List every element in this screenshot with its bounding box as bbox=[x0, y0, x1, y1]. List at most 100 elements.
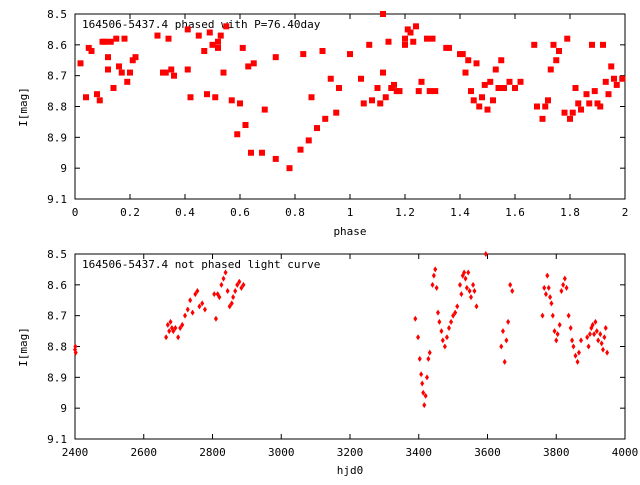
data-point bbox=[347, 51, 353, 58]
y-tick-label: 8.6 bbox=[47, 279, 67, 292]
data-point bbox=[433, 266, 438, 273]
x-tick-label: 0.2 bbox=[120, 206, 140, 219]
data-point bbox=[233, 288, 238, 294]
data-point bbox=[594, 100, 601, 107]
data-point bbox=[180, 321, 185, 328]
y-tick-label: 8.5 bbox=[47, 8, 67, 21]
data-point bbox=[195, 32, 202, 39]
y-tick-label: 8.7 bbox=[47, 70, 67, 83]
x-tick-label: 2400 bbox=[62, 446, 89, 459]
data-point bbox=[73, 349, 78, 356]
data-point bbox=[212, 291, 217, 298]
data-point bbox=[300, 51, 307, 58]
data-point bbox=[228, 97, 235, 104]
data-point bbox=[613, 81, 620, 88]
data-point bbox=[446, 44, 452, 51]
data-point bbox=[451, 312, 456, 319]
data-point bbox=[587, 331, 592, 338]
data-point bbox=[601, 346, 605, 353]
data-point bbox=[162, 69, 169, 76]
data-point bbox=[429, 35, 436, 42]
data-point bbox=[223, 269, 228, 276]
data-point bbox=[385, 38, 392, 45]
data-point bbox=[571, 343, 576, 350]
data-point bbox=[83, 94, 89, 101]
data-point bbox=[184, 26, 191, 33]
data-point bbox=[462, 69, 469, 76]
data-point bbox=[391, 81, 397, 88]
data-point bbox=[173, 325, 178, 331]
data-point bbox=[502, 358, 507, 365]
data-point bbox=[542, 103, 549, 110]
data-point bbox=[436, 309, 440, 316]
data-point bbox=[425, 374, 429, 381]
data-point bbox=[220, 69, 227, 76]
data-point bbox=[591, 88, 598, 95]
x-axis-label: hjd0 bbox=[337, 464, 364, 477]
data-point bbox=[431, 272, 436, 279]
data-point bbox=[579, 337, 583, 344]
data-point bbox=[499, 343, 504, 350]
data-point bbox=[178, 325, 183, 331]
data-point bbox=[464, 284, 469, 291]
data-point bbox=[504, 337, 509, 344]
data-point bbox=[407, 29, 414, 36]
y-tick-label: 8.9 bbox=[47, 131, 67, 144]
data-point bbox=[193, 291, 198, 298]
data-point bbox=[154, 32, 161, 39]
data-point bbox=[423, 392, 428, 399]
data-point bbox=[596, 337, 601, 344]
data-point bbox=[568, 325, 573, 331]
data-point bbox=[561, 281, 566, 288]
data-point bbox=[546, 284, 551, 291]
data-point bbox=[229, 300, 234, 307]
data-point bbox=[404, 26, 411, 33]
x-tick-label: 2800 bbox=[199, 446, 226, 459]
data-point bbox=[566, 312, 571, 319]
data-point bbox=[237, 278, 242, 285]
data-point bbox=[439, 328, 444, 335]
data-point bbox=[164, 334, 169, 341]
data-point bbox=[231, 294, 236, 301]
x-axis-label: phase bbox=[333, 225, 366, 238]
data-point bbox=[576, 349, 581, 356]
data-point bbox=[549, 300, 554, 307]
data-point bbox=[272, 54, 279, 61]
data-points bbox=[73, 251, 610, 409]
data-point bbox=[190, 309, 195, 316]
data-point bbox=[611, 75, 617, 82]
data-point bbox=[413, 23, 419, 30]
y-tick-label: 8.9 bbox=[47, 371, 67, 384]
data-point bbox=[426, 88, 433, 95]
data-point bbox=[562, 275, 567, 282]
data-point bbox=[474, 303, 479, 310]
data-point bbox=[250, 60, 257, 67]
y-tick-label: 8.6 bbox=[47, 39, 67, 52]
data-point bbox=[239, 284, 244, 291]
data-point bbox=[416, 334, 421, 341]
data-point bbox=[465, 57, 472, 64]
data-point bbox=[374, 85, 381, 91]
data-point bbox=[458, 281, 462, 288]
x-tick-label: 3000 bbox=[268, 446, 295, 459]
data-point bbox=[167, 328, 172, 335]
unphased-light-curve-panel: 164506-5437.4 not phased light curve hjd… bbox=[17, 248, 638, 477]
data-point bbox=[336, 85, 342, 91]
data-point bbox=[472, 288, 477, 294]
data-point bbox=[555, 331, 560, 338]
data-point bbox=[557, 321, 562, 328]
data-point bbox=[534, 103, 540, 110]
data-point bbox=[380, 69, 386, 76]
data-point bbox=[561, 109, 568, 116]
data-point bbox=[545, 97, 551, 104]
data-point bbox=[73, 343, 78, 350]
data-point bbox=[382, 94, 389, 101]
data-point bbox=[202, 306, 207, 313]
chart-title: 164506-5437.4 phased with P=76.40day bbox=[82, 18, 321, 31]
x-tick-label: 1.2 bbox=[395, 206, 415, 219]
data-point bbox=[127, 69, 133, 76]
y-tick-label: 9 bbox=[60, 162, 67, 175]
data-point bbox=[105, 54, 111, 61]
data-point bbox=[242, 122, 249, 128]
